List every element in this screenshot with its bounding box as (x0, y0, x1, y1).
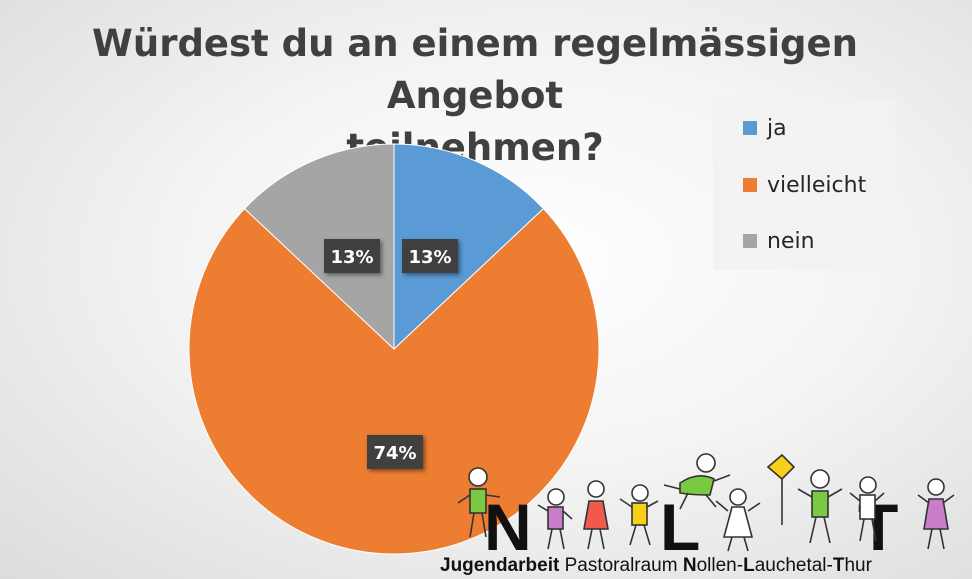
svg-text:13%: 13% (330, 247, 373, 268)
data-label-vielleicht: 74% (367, 435, 423, 469)
footer-part-6: T (832, 555, 845, 576)
legend-swatch-ja (743, 121, 757, 135)
footer-part-3: ollen- (696, 555, 744, 576)
legend-label-vielleicht: vielleicht (767, 172, 867, 198)
data-label-ja: 13% (402, 239, 458, 273)
pie-slice-vielleicht (188, 207, 600, 555)
pie-slice-nein (243, 143, 395, 351)
footer-part-7: hur (844, 555, 872, 576)
logo-letter-n: N (484, 490, 532, 555)
legend-swatch-vielleicht (743, 178, 757, 192)
footer-part-4: L (743, 555, 755, 576)
chart-title-line-1: Würdest du an einem regelmässigen Angebo… (92, 22, 858, 117)
footer-credit: Jugendarbeit Pastoralraum Nollen-Lauchet… (440, 555, 970, 577)
footer-part-5: auchetal- (754, 555, 833, 576)
svg-text:13%: 13% (408, 247, 451, 268)
legend-swatch-nein (743, 234, 757, 248)
pie-slice-ja (393, 143, 545, 351)
legend-label-ja: ja (767, 115, 787, 141)
stick-figure-kids-logo: N L T (457, 453, 955, 555)
footer-part-0: Jugendarbeit (440, 555, 560, 576)
svg-text:74%: 74% (373, 443, 416, 464)
legend-item-ja: ja (743, 113, 787, 143)
legend-item-nein: nein (743, 226, 815, 256)
logo-letter-l: L (660, 490, 700, 555)
footer-part-2: N (682, 555, 697, 576)
legend-item-vielleicht: vielleicht (743, 170, 866, 200)
kid-figures-icon (457, 453, 955, 552)
data-label-nein: 13% (324, 239, 380, 273)
legend: ja vielleicht nein (713, 98, 895, 270)
footer-part-1: Pastoralraum (559, 555, 683, 576)
legend-label-nein: nein (767, 228, 815, 254)
chart-title: Würdest du an einem regelmässigen Angebo… (0, 18, 950, 174)
